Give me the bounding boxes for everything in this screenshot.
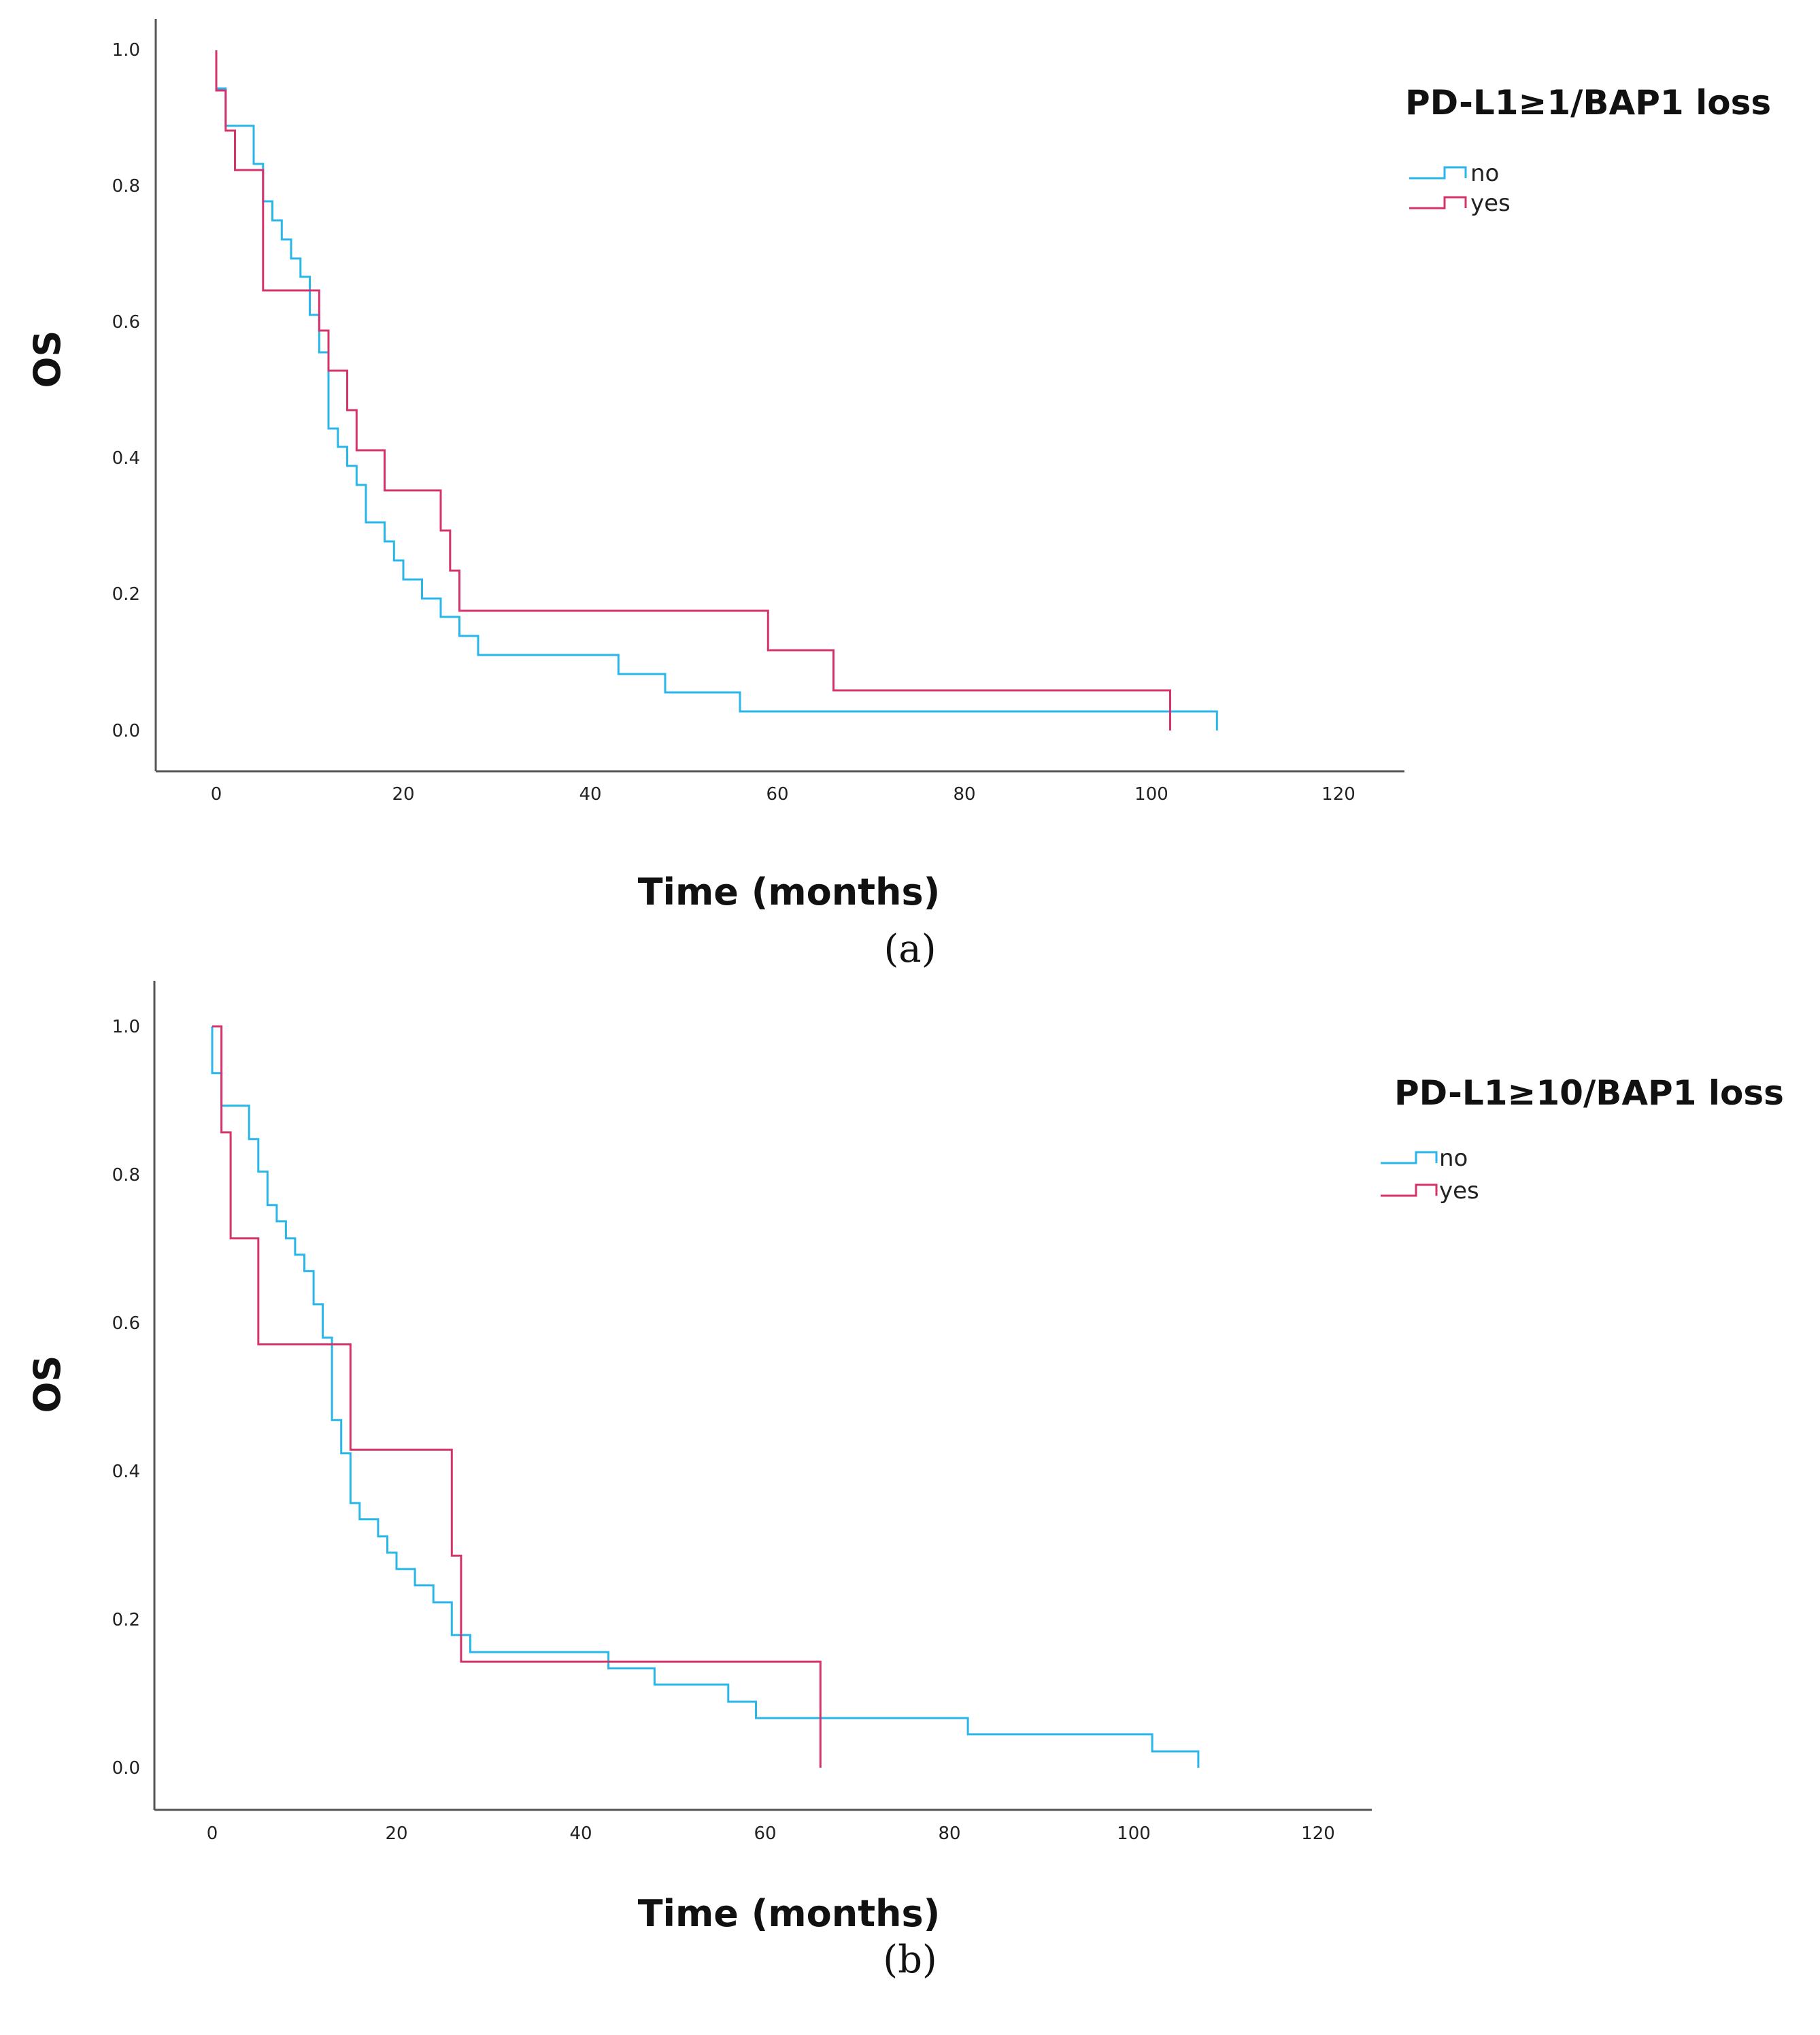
y-tick-label: 0.6 <box>112 1313 140 1334</box>
x-tick-label: 80 <box>953 784 975 805</box>
y-tick-label: 0.6 <box>112 312 140 333</box>
panel-label-b: (b) <box>883 1938 937 1982</box>
x-tick-label: 20 <box>385 1823 407 1844</box>
survival-curve-yes <box>212 1025 822 1768</box>
x-tick-label: 100 <box>1117 1823 1151 1844</box>
y-tick-labels: 0.0 0.2 0.4 0.6 0.8 1.0 <box>112 40 140 741</box>
legend-item-yes: yes <box>1381 1177 1479 1205</box>
y-tick-label: 0.2 <box>112 584 140 605</box>
legend-swatch-yes <box>1409 196 1467 209</box>
survival-curves <box>211 1025 1200 1768</box>
legend-item-no: no <box>1409 160 1499 187</box>
y-tick-label: 0.0 <box>112 721 140 741</box>
panel-label-a: (a) <box>883 927 936 971</box>
legend-swatch-yes <box>1381 1183 1438 1197</box>
y-axis-title: OS <box>26 331 69 388</box>
legend-title: PD-L1≥1/BAP1 loss <box>1405 83 1771 122</box>
legend-swatch-no <box>1409 166 1467 180</box>
legend-title: PD-L1≥10/BAP1 loss <box>1394 1073 1784 1113</box>
x-tick-label: 60 <box>754 1823 776 1844</box>
survival-curves <box>215 50 1218 730</box>
y-tick-label: 0.8 <box>112 1165 140 1185</box>
survival-curve-no <box>211 1026 1200 1768</box>
x-tick-label: 120 <box>1321 784 1355 805</box>
x-tick-label: 40 <box>579 784 601 805</box>
legend-swatch-no <box>1381 1151 1438 1164</box>
legend-label-no: no <box>1439 1145 1468 1172</box>
legend-label-no: no <box>1470 160 1499 187</box>
x-tick-label: 120 <box>1301 1823 1335 1844</box>
chart-panel-a: 0.0 0.2 0.4 0.6 0.8 1.0 0 20 40 60 80 10… <box>26 19 1771 971</box>
x-tick-label: 40 <box>569 1823 592 1844</box>
x-tick-label: 20 <box>392 784 414 805</box>
survival-curve-no <box>215 50 1218 730</box>
x-tick-labels: 0 20 40 60 80 100 120 <box>211 784 1355 805</box>
x-tick-labels: 0 20 40 60 80 100 120 <box>207 1823 1335 1844</box>
legend-item-yes: yes <box>1409 190 1511 217</box>
y-tick-label: 0.0 <box>112 1758 140 1779</box>
y-tick-label: 1.0 <box>112 1017 140 1037</box>
x-tick-label: 0 <box>211 784 222 805</box>
x-tick-label: 80 <box>938 1823 960 1844</box>
y-tick-label: 1.0 <box>112 40 140 61</box>
legend-label-yes: yes <box>1439 1177 1479 1205</box>
y-tick-label: 0.2 <box>112 1610 140 1630</box>
y-tick-label: 0.8 <box>112 176 140 197</box>
legend-label-yes: yes <box>1470 190 1511 217</box>
chart-panel-b: 0.0 0.2 0.4 0.6 0.8 1.0 0 20 40 60 80 10… <box>26 981 1784 1982</box>
y-axis-title: OS <box>26 1356 69 1413</box>
x-tick-label: 0 <box>207 1823 218 1844</box>
y-tick-label: 0.4 <box>112 1462 140 1482</box>
y-tick-label: 0.4 <box>112 448 140 469</box>
survival-curve-yes <box>215 50 1171 730</box>
x-tick-label: 100 <box>1134 784 1168 805</box>
legend-item-no: no <box>1381 1145 1468 1172</box>
x-tick-label: 60 <box>766 784 788 805</box>
x-axis-title: Time (months) <box>638 871 941 913</box>
y-tick-labels: 0.0 0.2 0.4 0.6 0.8 1.0 <box>112 1017 140 1779</box>
x-axis-title: Time (months) <box>638 1892 941 1935</box>
